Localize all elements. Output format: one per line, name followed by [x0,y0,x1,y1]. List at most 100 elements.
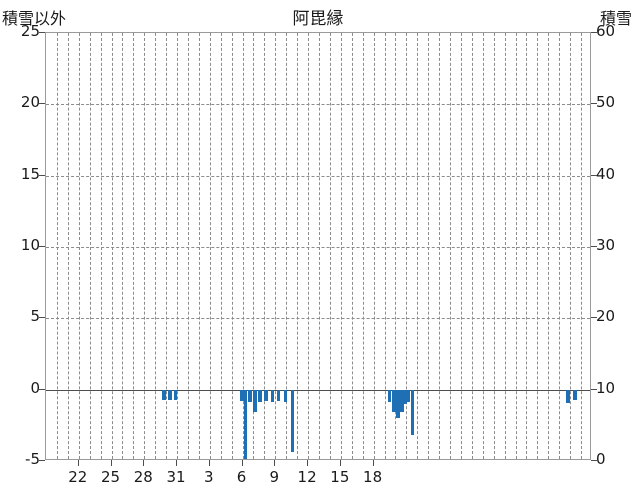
gridline-vertical [373,33,375,459]
gridline-vertical [231,33,233,459]
gridline-vertical [144,33,146,459]
gridline-vertical [198,33,200,459]
gridline-horizontal [46,247,590,248]
gridline-vertical [351,33,353,459]
gridline-vertical [450,33,452,459]
y-axis-tick-label-left: 25 [20,22,40,40]
x-axis-tickmark [274,460,276,466]
gridline-horizontal [46,318,590,320]
y-axis-tick-label-right: 20 [596,307,616,326]
data-bar [271,389,274,402]
gridline-vertical [177,33,179,459]
y-axis-tick-label-right: 30 [596,236,616,254]
gridline-vertical [187,33,189,459]
x-axis-tick-label: 28 [133,468,153,486]
x-axis-tickmark [176,460,178,466]
y-axis-tickmark-right [591,246,597,247]
gridline-vertical [253,33,255,459]
y-axis-tick-label-right: 0 [596,450,606,468]
y-axis-tickmark-right [591,317,597,319]
left-axis-title: 積雪以外 [2,9,67,28]
y-axis-tick-label-right: 60 [596,22,616,40]
data-bar [162,389,166,401]
x-axis-tickmark [110,460,112,466]
y-axis-tickmark-left [39,317,45,319]
x-axis-tickmark [307,460,309,466]
x-axis-tickmark [77,460,79,466]
gridline-vertical [100,33,102,459]
gridline-vertical [111,33,113,459]
data-bar [396,389,400,419]
gridline-horizontal [46,104,590,106]
data-bar [264,389,268,402]
x-axis-tickmark [143,460,145,466]
gridline-vertical [384,33,386,459]
y-axis-tickmark-left [39,32,45,33]
gridline-vertical [155,33,157,459]
gridline-vertical [471,33,473,459]
gridline-vertical [537,33,539,459]
gridline-vertical [297,33,299,459]
data-bar [573,389,577,401]
x-axis-tick-label: 25 [100,468,121,486]
gridline-vertical [439,33,441,459]
y-axis-tickmark-left [39,174,45,176]
y-axis-tickmark-left [39,246,45,247]
data-bar [253,389,257,412]
gridline-vertical [286,33,288,459]
gridline-vertical [570,33,572,459]
gridline-vertical [581,33,583,459]
x-axis-tick-label: 3 [204,468,214,486]
y-axis-tick-label-left: 0 [30,378,40,397]
gridline-vertical [428,33,430,459]
gridline-vertical [67,33,69,459]
x-axis-tick-label: 22 [68,468,88,486]
x-axis-tickmark [208,460,210,466]
data-bar [411,389,414,436]
y-axis-tickmark-left [39,388,45,390]
data-bar [174,389,177,401]
data-bar [400,389,404,413]
y-axis-tick-label-right: 40 [596,164,616,183]
y-axis-tick-label-left: 15 [20,164,40,183]
y-axis-tick-label-left: -5 [25,450,40,468]
y-axis-tick-label-right: 50 [596,93,616,112]
x-axis-tick-label: 9 [269,468,280,486]
gridline-vertical [56,33,58,459]
gridline-vertical [78,33,80,459]
gridline-vertical [89,33,91,459]
x-axis-tick-label: 31 [166,468,186,486]
gridline-vertical [559,33,561,459]
y-axis-tickmark-right [591,174,597,176]
data-bar [248,389,252,402]
x-axis-tickmark [339,460,341,466]
data-bar [240,389,244,402]
gridline-vertical [166,33,168,459]
data-bar [404,389,407,404]
zero-line [46,389,590,391]
x-axis-tick-label: 12 [297,468,317,486]
data-bar [566,389,570,404]
gridline-vertical [504,33,506,459]
gridline-vertical [308,33,310,459]
gridline-vertical [548,33,550,459]
data-bar [168,389,172,401]
gridline-horizontal [46,175,590,177]
y-axis-tick-label-right: 10 [596,378,616,397]
data-bar [291,389,294,452]
gridline-vertical [515,33,517,459]
gridline-vertical [526,33,528,459]
chart-title: 阿毘縁 [292,9,344,29]
right-axis-title: 積雪 [599,9,632,28]
gridline-vertical [133,33,135,459]
x-axis-tick-label: 18 [363,468,383,486]
plot-area [45,32,591,460]
y-axis-tickmark-left [39,460,45,461]
data-bar [244,389,247,459]
gridline-vertical [319,33,320,459]
gridline-vertical [395,33,397,459]
y-axis-tickmark-right [591,388,597,390]
gridline-vertical [122,33,124,459]
gridline-vertical [220,33,222,459]
